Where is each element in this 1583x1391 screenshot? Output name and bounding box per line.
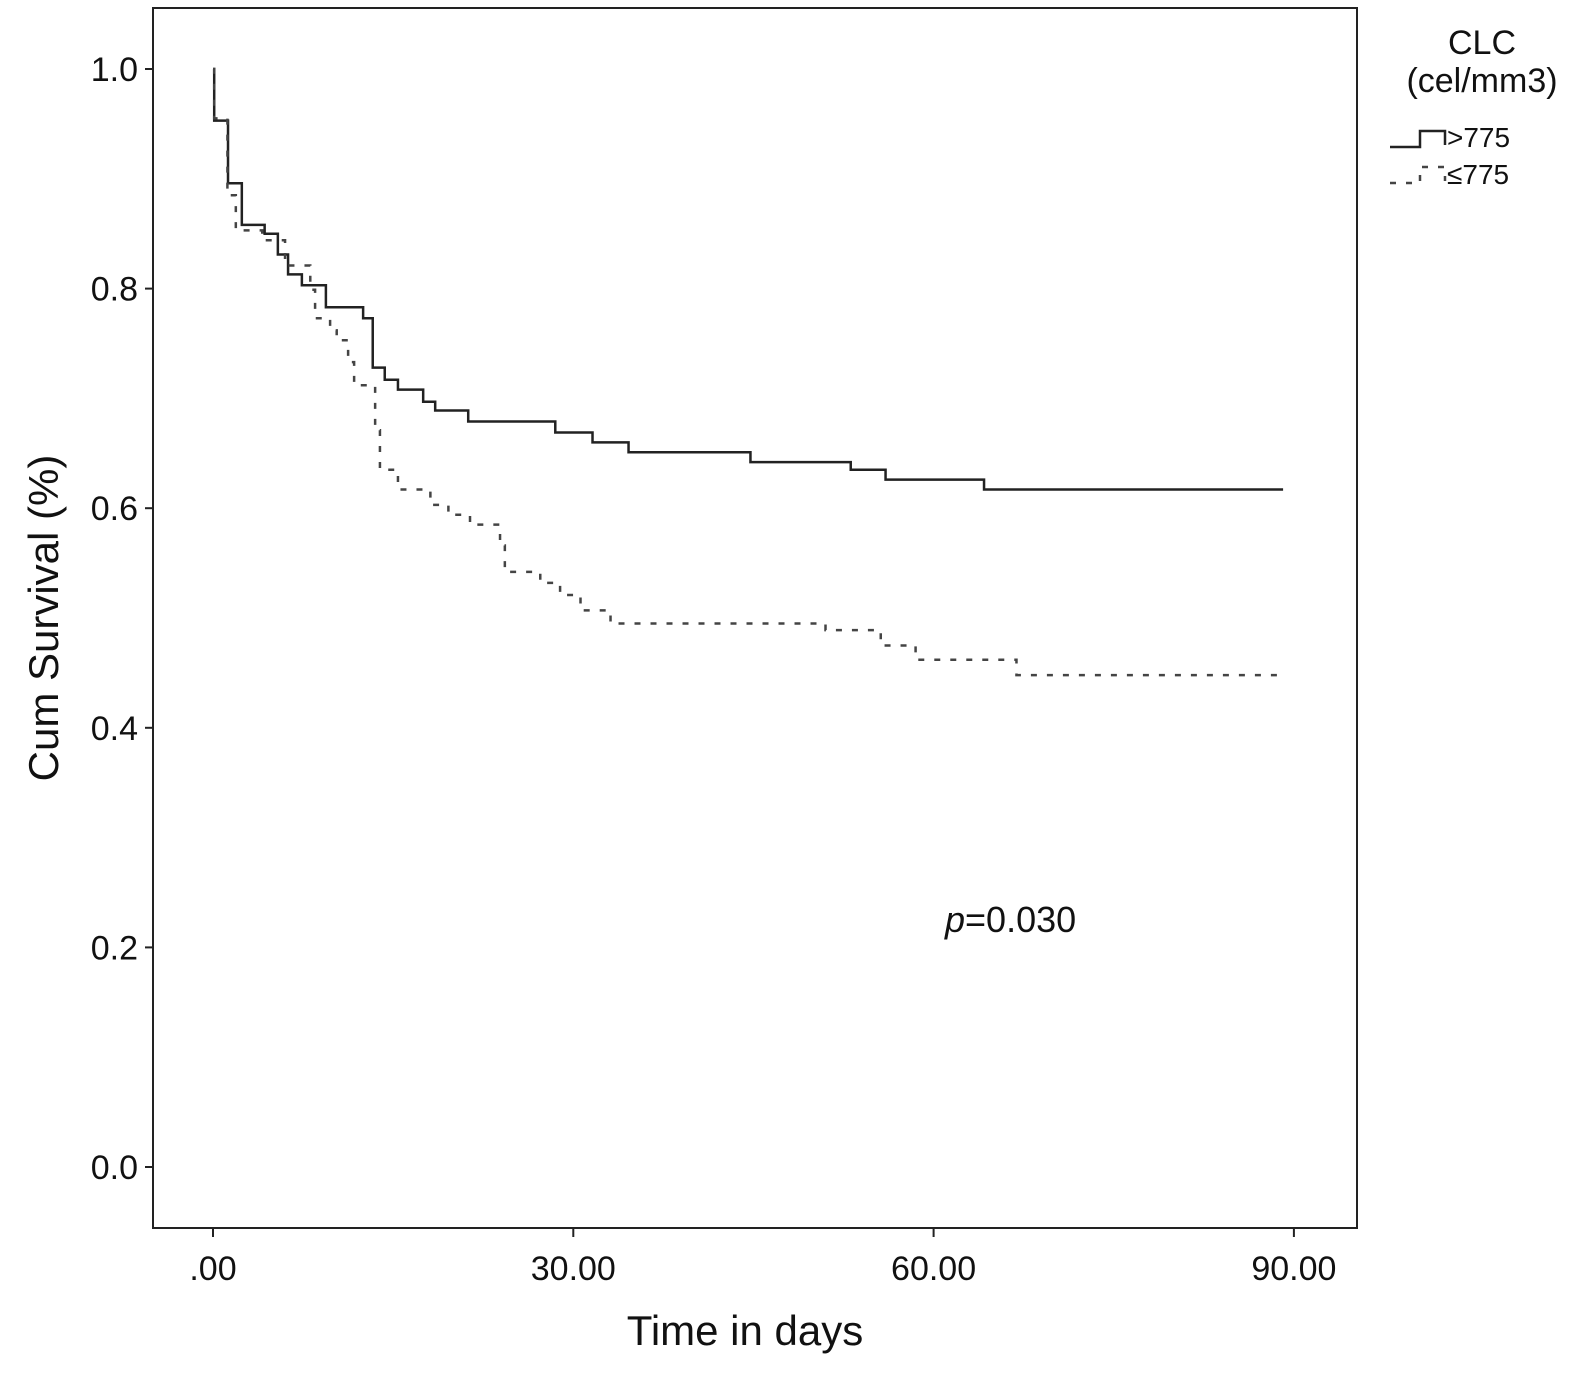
p-value: =0.030: [965, 899, 1076, 940]
y-axis-label: Cum Survival (%): [20, 455, 67, 782]
legend-label-le775: ≤775: [1447, 159, 1509, 190]
y-tick-label: 0.4: [91, 710, 138, 748]
legend-title-line1: CLC: [1448, 24, 1516, 62]
x-axis-label: Time in days: [627, 1307, 864, 1354]
x-tick-label: 90.00: [1251, 1250, 1336, 1288]
x-tick-label: 30.00: [531, 1250, 616, 1288]
survival-curve-gt775: [212, 67, 1284, 491]
y-tick-label: 0.0: [91, 1149, 138, 1187]
y-tick-label: 0.6: [91, 490, 138, 528]
legend-label-gt775: >775: [1447, 122, 1510, 153]
y-tick-label: 0.2: [91, 929, 138, 967]
plot-frame: [152, 7, 1358, 1229]
x-tick-label: 60.00: [891, 1250, 976, 1288]
legend-swatch-le775: [1390, 165, 1447, 185]
legend-swatch-gt775: [1390, 129, 1447, 149]
legend-title-line2: (cel/mm3): [1406, 62, 1557, 100]
p-label: p: [944, 899, 965, 940]
p-value-annotation: p=0.030: [944, 899, 1076, 940]
x-tick-label: .00: [189, 1250, 236, 1288]
y-tick-label: 1.0: [91, 51, 138, 89]
y-tick-label: 0.8: [91, 271, 138, 309]
survival-curve-le775: [212, 67, 1284, 677]
